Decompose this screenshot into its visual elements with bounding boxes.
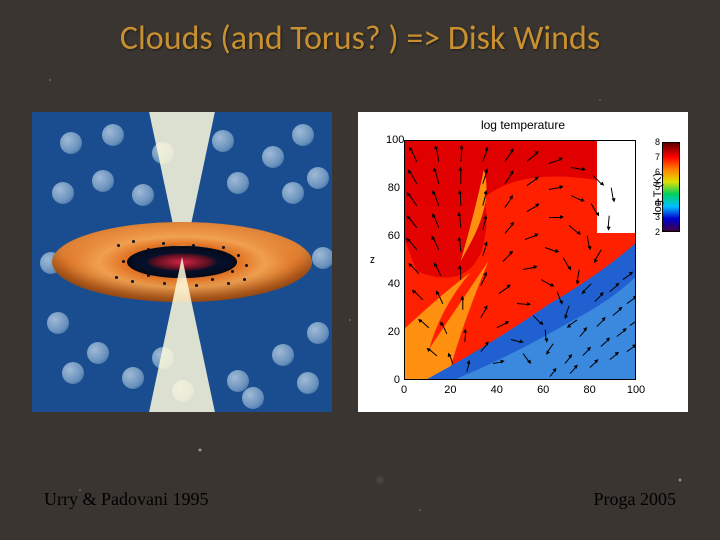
agn-cloud [52, 182, 74, 204]
figure-simulation-plot: log temperature z log T (K) 020406080100… [358, 112, 688, 412]
x-tick: 100 [627, 384, 645, 396]
colorbar-tick: 3 [655, 212, 660, 222]
y-tick: 20 [386, 326, 400, 338]
agn-cloud [312, 247, 332, 269]
agn-inner-dot [147, 248, 150, 251]
velocity-arrow [549, 217, 561, 218]
y-tick: 60 [386, 230, 400, 242]
velocity-arrow [462, 299, 463, 310]
colorbar-tick: 2 [655, 227, 660, 237]
agn-cloud [262, 146, 284, 168]
x-tick: 80 [583, 384, 595, 396]
agn-inner-dot [243, 278, 246, 281]
y-tick: 80 [386, 182, 400, 194]
agn-inner-dot [122, 260, 125, 263]
colorbar-tick: 6 [655, 167, 660, 177]
agn-inner-dot [162, 242, 165, 245]
agn-cloud [292, 124, 314, 146]
agn-inner-dot [231, 270, 234, 273]
agn-inner-dot [245, 264, 248, 267]
agn-inner-dot [131, 280, 134, 283]
colorbar-tick: 8 [655, 137, 660, 147]
agn-cloud [282, 182, 304, 204]
agn-cloud [62, 362, 84, 384]
x-tick: 40 [491, 384, 503, 396]
plot-title: log temperature [358, 118, 688, 132]
agn-inner-dot [192, 244, 195, 247]
y-tick: 100 [386, 134, 400, 146]
agn-inner-dot [115, 276, 118, 279]
caption-right: Proga 2005 [594, 489, 677, 510]
x-tick: 20 [444, 384, 456, 396]
colorbar-tick: 7 [655, 152, 660, 162]
colorbar-tick: 5 [655, 182, 660, 192]
colorbar-label: log T (K) [652, 173, 664, 215]
y-tick: 40 [386, 278, 400, 290]
agn-inner-dot [132, 240, 135, 243]
agn-cloud [60, 132, 82, 154]
plot-area [404, 140, 636, 380]
page-title: Clouds (and Torus? ) => Disk Winds [0, 18, 720, 59]
y-axis-label: z [370, 253, 375, 267]
velocity-arrow [460, 170, 461, 184]
agn-cloud [297, 372, 319, 394]
x-tick: 0 [401, 384, 407, 396]
agn-inner-dot [117, 244, 120, 247]
agn-cloud [102, 124, 124, 146]
y-tick: 0 [386, 374, 400, 386]
agn-cloud [87, 342, 109, 364]
agn-cloud [122, 367, 144, 389]
caption-left: Urry & Padovani 1995 [44, 489, 208, 510]
agn-jet-lower [147, 257, 217, 412]
agn-cloud [272, 344, 294, 366]
figures-row: log temperature z log T (K) 020406080100… [32, 112, 688, 412]
agn-inner-dot [227, 282, 230, 285]
agn-cloud [227, 172, 249, 194]
agn-cloud [92, 170, 114, 192]
agn-cloud [307, 167, 329, 189]
agn-inner-dot [222, 246, 225, 249]
colorbar-tick: 4 [655, 197, 660, 207]
agn-inner-dot [137, 264, 140, 267]
agn-cloud [307, 322, 329, 344]
agn-inner-dot [207, 252, 210, 255]
colorbar [662, 142, 680, 232]
agn-cloud [242, 387, 264, 409]
figure-agn-schematic [32, 112, 332, 412]
x-tick: 60 [537, 384, 549, 396]
agn-inner-dot [237, 254, 240, 257]
agn-cloud [47, 312, 69, 334]
